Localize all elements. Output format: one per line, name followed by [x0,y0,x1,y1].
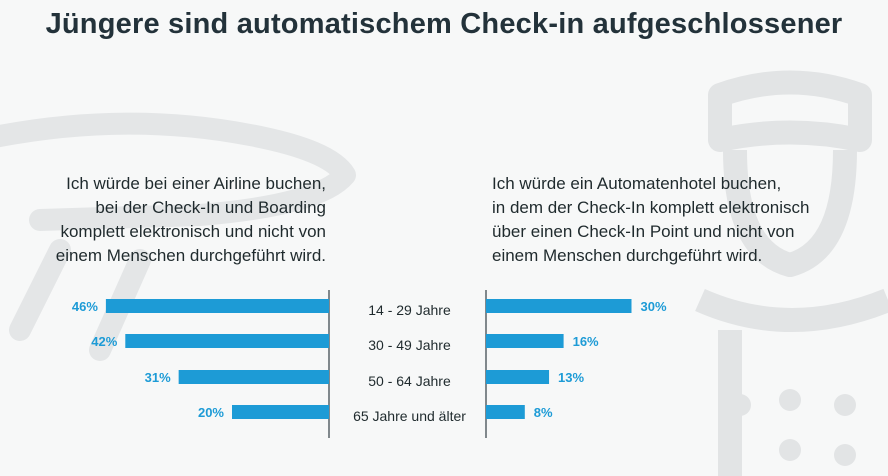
right-bar [486,334,564,348]
right-value-label: 13% [558,370,584,385]
right-caption-line: über einen Check-In Point und nicht von [492,222,795,241]
left-value-label: 20% [198,405,224,420]
left-caption-line: Ich würde bei einer Airline buchen, [66,174,326,193]
right-caption: Ich würde ein Automatenhotel buchen, in … [492,172,809,268]
right-value-label: 30% [641,299,667,314]
right-value-label: 8% [534,405,553,420]
left-caption-line: einem Menschen durchgeführt wird. [55,246,326,265]
chart-title: Jüngere sind automatischem Check-in aufg… [45,8,843,40]
right-bar [486,299,632,313]
right-bar [486,370,550,384]
left-bar [105,299,330,313]
category-label: 65 Jahre und älter [353,408,466,424]
right-value-label: 16% [573,334,599,349]
left-bar [232,405,329,419]
button-dots [729,389,856,466]
left-bar [178,370,329,384]
category-label: 50 - 64 Jahre [368,373,451,389]
left-value-label: 46% [72,299,98,314]
left-value-label: 42% [91,334,117,349]
right-caption-line: Ich würde ein Automatenhotel buchen, [492,174,782,193]
category-label: 14 - 29 Jahre [368,302,451,318]
category-label: 30 - 49 Jahre [368,337,451,353]
right-bar [486,405,525,419]
left-value-label: 31% [145,370,171,385]
left-caption: Ich würde bei einer Airline buchen, bei … [56,172,326,268]
right-caption-line: in dem der Check-In komplett elektronisc… [492,198,810,217]
left-caption-line: bei der Check-In und Boarding [95,198,326,217]
left-caption-line: komplett elektronisch und nicht von [60,222,326,241]
right-caption-line: einem Menschen durchgeführt wird. [492,246,763,265]
left-bar [125,334,329,348]
